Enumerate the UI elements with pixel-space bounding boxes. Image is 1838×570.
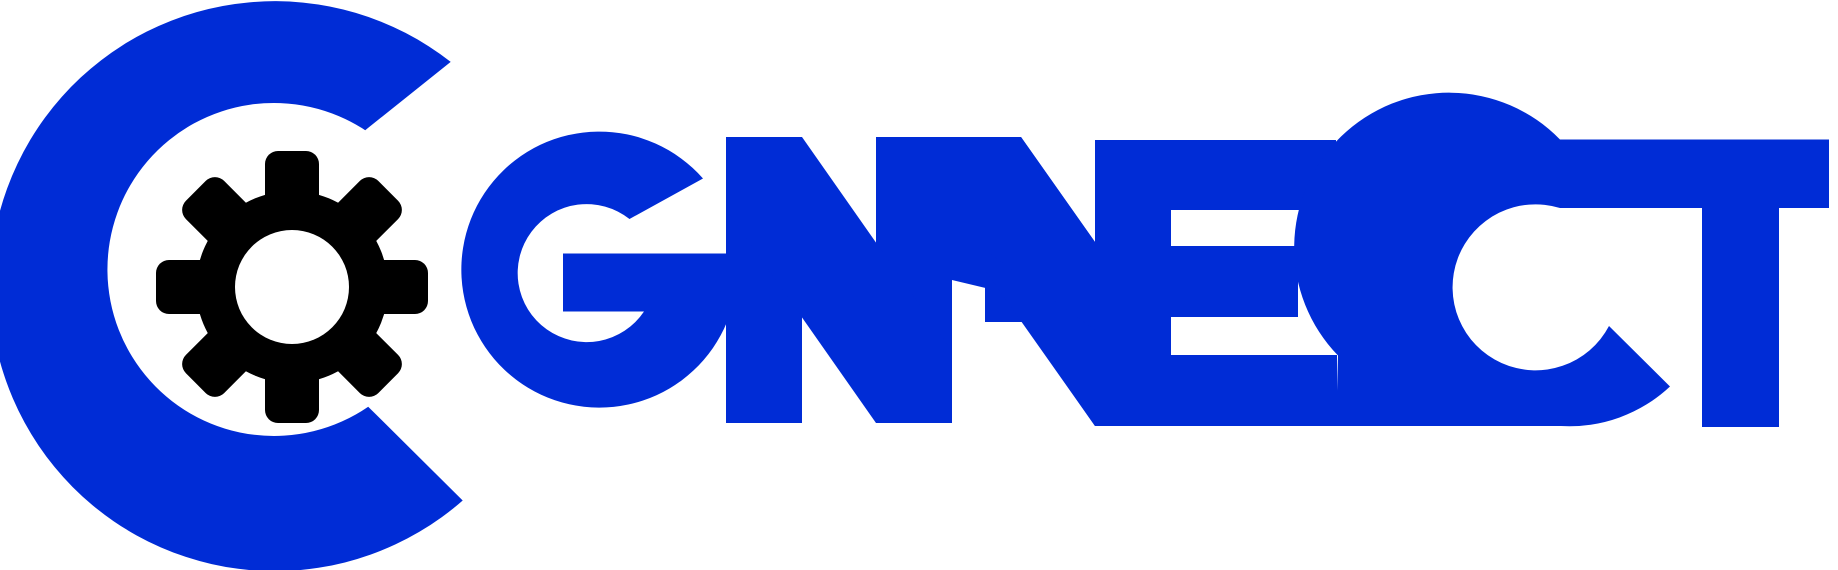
letter-e — [952, 137, 1337, 426]
wordmark-cgnnect — [461, 92, 1829, 427]
logo-c-ring — [0, 1, 463, 570]
letter-t — [1560, 139, 1829, 427]
letter-n-1 — [726, 137, 952, 423]
gear-icon — [156, 151, 428, 423]
letter-c-small — [1294, 92, 1670, 427]
letter-g — [461, 131, 727, 408]
